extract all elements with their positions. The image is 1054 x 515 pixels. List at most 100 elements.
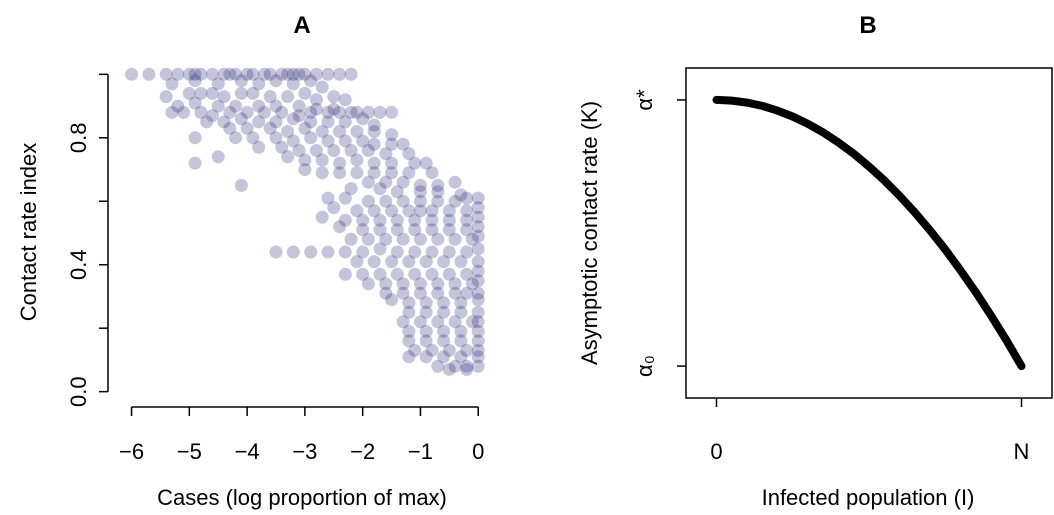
panel-b-x-label: Infected population (I) [762, 485, 975, 510]
scatter-point [252, 140, 266, 154]
scatter-point [350, 204, 364, 218]
scatter-point [367, 118, 381, 132]
scatter-point [471, 359, 485, 373]
panel-a-points [125, 67, 485, 376]
scatter-point [413, 277, 427, 291]
scatter-point [367, 255, 381, 269]
scatter-point [471, 343, 485, 357]
scatter-point [217, 67, 231, 81]
scatter-point [471, 210, 485, 224]
scatter-point [361, 105, 375, 119]
scatter-point [437, 334, 451, 348]
scatter-point [419, 324, 433, 338]
scatter-point [344, 182, 358, 196]
scatter-point [350, 125, 364, 138]
scatter-point [367, 137, 381, 151]
scatter-point [471, 191, 485, 205]
scatter-point [402, 350, 416, 364]
scatter-point [425, 223, 439, 237]
scatter-point [373, 213, 387, 227]
scatter-point [234, 86, 248, 100]
scatter-point [165, 105, 179, 119]
scatter-point [442, 213, 456, 227]
scatter-point [338, 93, 352, 107]
scatter-point [379, 175, 393, 189]
scatter-point [396, 232, 410, 246]
scatter-point [448, 232, 462, 246]
scatter-point [471, 324, 485, 338]
scatter-point [298, 153, 312, 167]
scatter-point [431, 185, 445, 199]
scatter-point [437, 324, 451, 338]
scatter-point [390, 245, 404, 259]
scatter-point [471, 255, 485, 269]
scatter-point [408, 156, 422, 170]
scatter-point [298, 163, 312, 176]
scatter-point [460, 267, 474, 281]
scatter-point [234, 112, 248, 126]
scatter-point [327, 144, 341, 157]
scatter-point [471, 242, 485, 256]
scatter-point [338, 213, 352, 227]
scatter-point [286, 67, 300, 81]
scatter-point [367, 204, 381, 218]
scatter-point [419, 255, 433, 269]
scatter-point [448, 194, 462, 208]
panel-a: A −6 −5 −4 −3 −2 −1 0 0.0 0.4 0.8 Cases (log pro… [16, 12, 485, 510]
scatter-point [402, 204, 416, 218]
scatter-point [379, 232, 393, 246]
scatter-point [333, 105, 347, 119]
scatter-point [408, 267, 422, 281]
scatter-point [460, 286, 474, 300]
scatter-point [229, 67, 243, 81]
scatter-point [338, 134, 352, 148]
y-tick-label: 0.4 [66, 249, 91, 280]
y-tick-label: 0.8 [66, 123, 91, 154]
scatter-point [361, 175, 375, 189]
scatter-point [419, 156, 433, 170]
x-tick-label: −4 [235, 439, 260, 464]
scatter-point [390, 185, 404, 199]
scatter-point [333, 67, 347, 81]
scatter-point [142, 67, 156, 81]
scatter-point [292, 109, 306, 123]
scatter-point [454, 305, 468, 319]
scatter-point [356, 245, 370, 259]
scatter-point [188, 96, 202, 110]
scatter-point [396, 194, 410, 208]
scatter-point [350, 255, 364, 269]
scatter-point [298, 121, 312, 135]
scatter-point [350, 153, 364, 167]
scatter-point [367, 156, 381, 170]
scatter-point [327, 201, 341, 215]
scatter-point [471, 350, 485, 364]
scatter-point [356, 223, 370, 237]
scatter-point [344, 144, 358, 157]
scatter-point [408, 343, 422, 357]
scatter-point [309, 102, 323, 116]
scatter-point [454, 188, 468, 202]
scatter-point [263, 90, 277, 104]
scatter-point [269, 245, 283, 259]
scatter-point [315, 125, 329, 138]
scatter-point [448, 359, 462, 373]
scatter-point [281, 150, 295, 164]
scatter-point [159, 90, 173, 104]
scatter-point [442, 245, 456, 259]
scatter-point [431, 178, 445, 192]
scatter-point [304, 105, 318, 119]
scatter-point [125, 67, 139, 81]
scatter-point [344, 67, 358, 81]
scatter-point [373, 242, 387, 256]
scatter-point [211, 99, 225, 113]
scatter-point [217, 90, 231, 104]
scatter-point [171, 67, 185, 81]
scatter-point [431, 232, 445, 246]
panel-b-curve [712, 95, 1026, 371]
x-tick-label: 0 [710, 439, 722, 464]
scatter-point [217, 115, 231, 129]
scatter-point [321, 105, 335, 119]
scatter-point [281, 67, 295, 81]
scatter-point [315, 80, 329, 94]
scatter-point [396, 137, 410, 151]
